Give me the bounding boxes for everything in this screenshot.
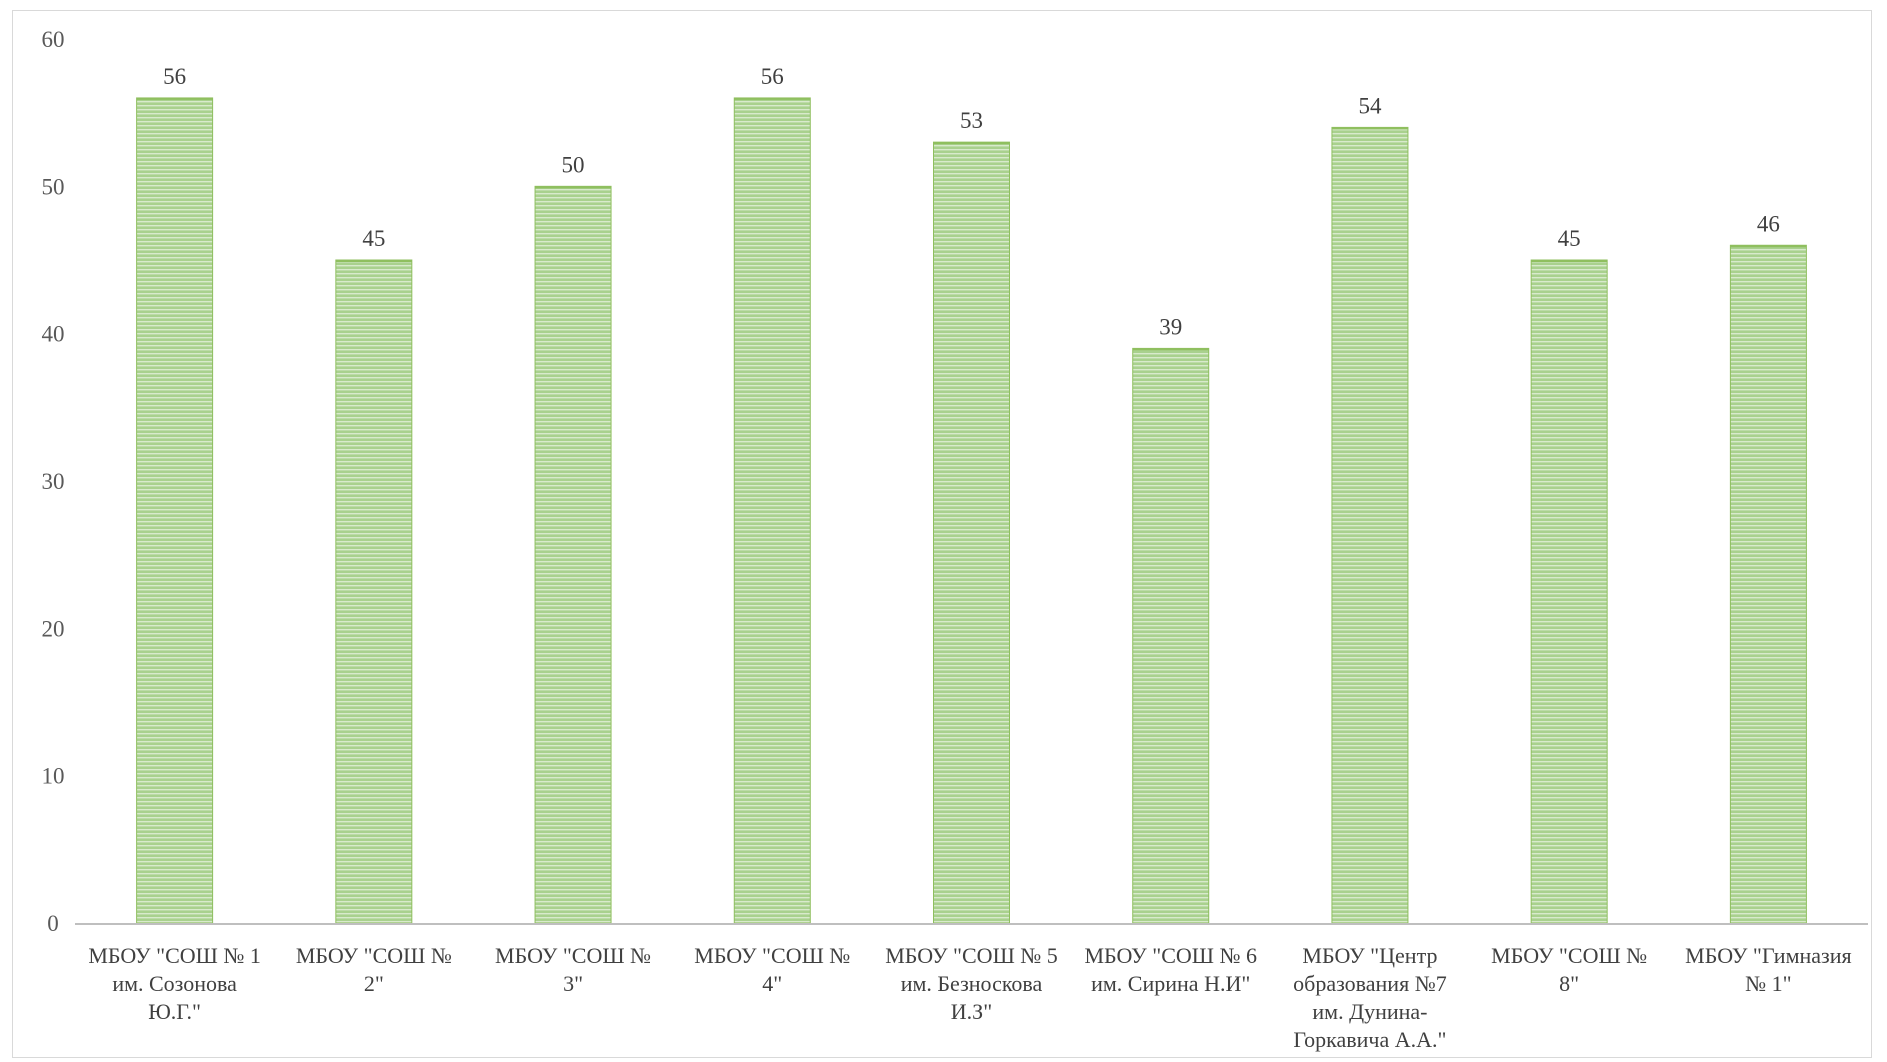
data-label: 53 <box>960 108 983 133</box>
data-labels: 56 45 50 56 53 39 54 45 46 <box>163 64 1780 339</box>
x-tick-label-line: им. Дунина- <box>1312 999 1427 1024</box>
x-tick-label-line: МБОУ "СОШ № <box>495 943 651 968</box>
data-label: 39 <box>1159 314 1182 339</box>
x-tick-label-line: МБОУ "СОШ № <box>694 943 850 968</box>
bar <box>534 185 612 924</box>
x-tick-label: МБОУ "СОШ № 1 им. Созонова Ю.Г." <box>88 943 261 1024</box>
x-tick-label-line: им. Безноскова <box>901 971 1043 996</box>
x-tick-label: МБОУ "СОШ № 6 им. Сирина Н.И" <box>1084 943 1257 996</box>
data-label: 56 <box>163 64 186 89</box>
x-axis: МБОУ "СОШ № 1 им. Созонова Ю.Г."МБОУ "СОШ … <box>75 923 1868 1052</box>
x-tick-label: МБОУ "СОШ № 2" <box>296 943 452 996</box>
x-tick-label-line: 2" <box>364 971 384 996</box>
x-tick-label-line: МБОУ "СОШ № 1 <box>88 943 261 968</box>
y-tick-label: 20 <box>42 616 65 641</box>
x-tick-label-line: МБОУ "Центр <box>1302 943 1437 968</box>
x-tick-label-line: им. Созонова <box>112 971 237 996</box>
bar <box>335 259 413 924</box>
y-tick-label: 10 <box>42 764 65 789</box>
data-label: 54 <box>1358 93 1382 118</box>
x-tick-label: МБОУ "Центр образования №7 им. Дунина- Горк… <box>1293 943 1447 1052</box>
x-tick-label-line: МБОУ "СОШ № <box>296 943 452 968</box>
bar <box>1729 244 1807 924</box>
x-tick-label-line: МБОУ "СОШ № 6 <box>1084 943 1257 968</box>
y-tick-label: 0 <box>47 911 59 936</box>
data-label: 45 <box>1558 226 1581 251</box>
x-tick-label-line: 4" <box>762 971 782 996</box>
bar <box>733 97 811 924</box>
data-label: 45 <box>362 226 385 251</box>
bars <box>136 97 1807 924</box>
x-tick-label-line: 8" <box>1559 971 1579 996</box>
bar <box>933 141 1010 924</box>
x-tick-label-line: И.З" <box>951 999 992 1024</box>
data-label: 50 <box>562 152 585 177</box>
bar-chart: 0 10 20 30 40 50 60 56 45 50 56 53 39 54 45 46 МБОУ "С… <box>42 27 1868 1052</box>
x-tick-label: МБОУ "СОШ № 3" <box>495 943 651 996</box>
chart-frame: 0 10 20 30 40 50 60 56 45 50 56 53 39 54 45 46 МБОУ "С… <box>12 10 1872 1058</box>
x-tick-label-line: МБОУ "СОШ № <box>1491 943 1647 968</box>
y-axis: 0 10 20 30 40 50 60 <box>42 27 65 936</box>
x-tick-label-line: им. Сирина Н.И" <box>1091 971 1250 996</box>
x-tick-label: МБОУ "Гимназия № 1" <box>1685 943 1851 996</box>
data-label: 46 <box>1757 211 1780 236</box>
bar <box>1331 126 1409 924</box>
x-tick-label-line: МБОУ "СОШ № 5 <box>885 943 1058 968</box>
x-tick-label-line: Ю.Г." <box>148 999 201 1024</box>
bar <box>1530 259 1608 924</box>
x-tick-label-line: образования №7 <box>1293 971 1447 996</box>
x-tick-label-line: № 1" <box>1745 971 1791 996</box>
x-tick-label-line: МБОУ "Гимназия <box>1685 943 1851 968</box>
x-tick-label: МБОУ "СОШ № 8" <box>1491 943 1647 996</box>
x-tick-label-line: Горкавича А.А." <box>1293 1027 1446 1052</box>
data-label: 56 <box>761 64 784 89</box>
x-tick-label: МБОУ "СОШ № 5 им. Безноскова И.З" <box>885 943 1058 1024</box>
bar <box>136 97 214 924</box>
y-tick-label: 40 <box>42 322 65 347</box>
y-tick-label: 30 <box>42 469 65 494</box>
x-tick-label: МБОУ "СОШ № 4" <box>694 943 850 996</box>
y-tick-label: 60 <box>42 27 65 52</box>
x-tick-label-line: 3" <box>563 971 583 996</box>
bar <box>1132 347 1210 924</box>
y-tick-label: 50 <box>42 174 65 199</box>
